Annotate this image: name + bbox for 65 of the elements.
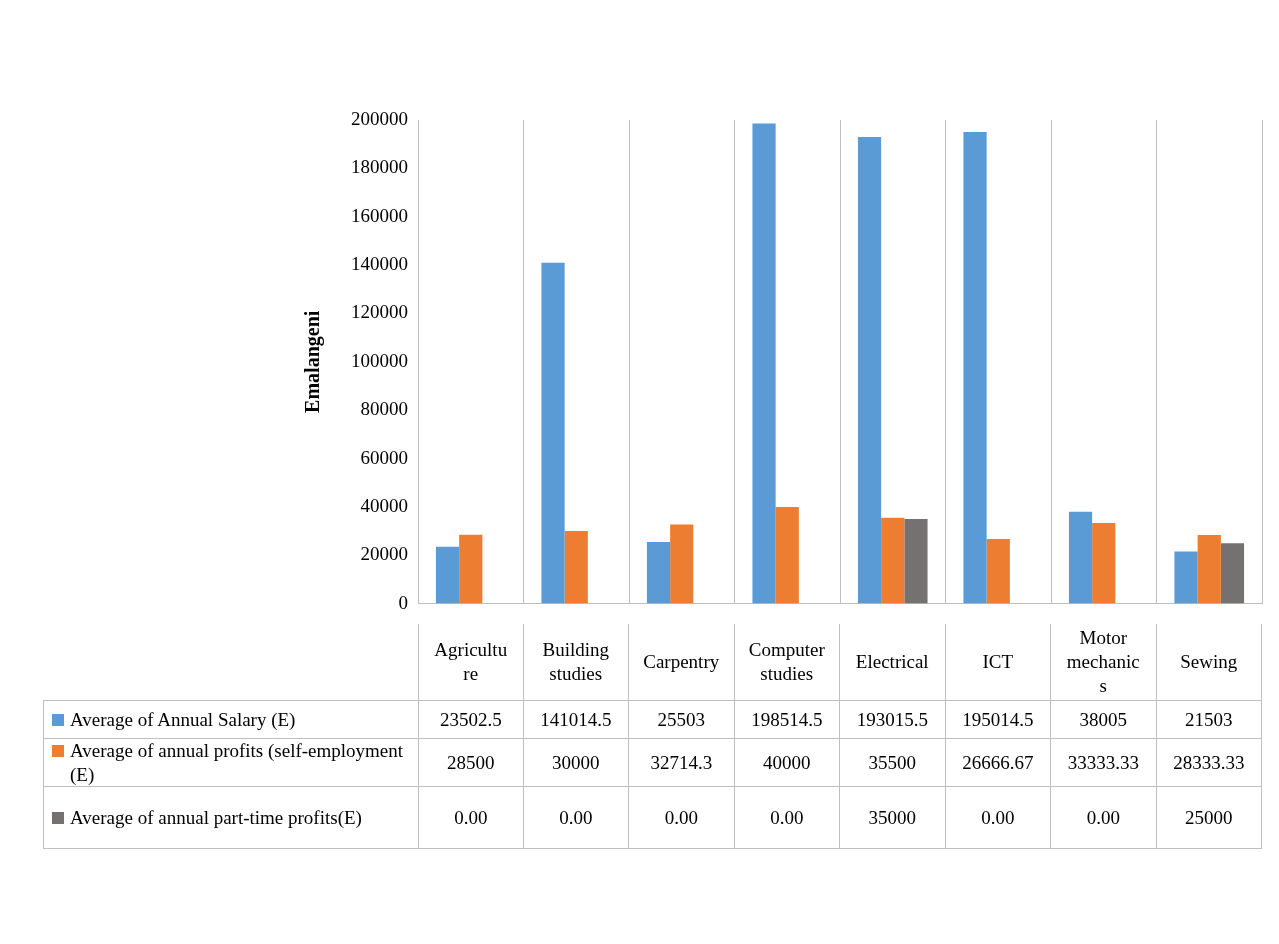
bar [435, 546, 460, 604]
data-label: 30000 [552, 750, 600, 775]
x-tick-label: Motor mechanics [1065, 626, 1141, 698]
data-label: 141014.5 [540, 707, 612, 732]
data-label: 0.00 [454, 805, 488, 830]
y-tick-label: 60000 [360, 446, 408, 468]
bar [963, 132, 987, 604]
bar [857, 136, 882, 604]
bar [752, 123, 776, 604]
y-tick-label: 80000 [360, 398, 408, 420]
y-tick-label: 40000 [360, 494, 408, 516]
data-label: 28500 [447, 750, 495, 775]
y-tick-label: 160000 [351, 204, 408, 226]
legend-label: Average of Annual Salary (E) [70, 707, 296, 732]
bar [881, 517, 905, 604]
x-tick-label: ICT [982, 650, 1014, 674]
bar [775, 506, 799, 604]
y-tick-label: 120000 [351, 301, 408, 323]
bar [1092, 523, 1116, 604]
y-tick-label: 20000 [360, 543, 408, 565]
data-label: 26666.67 [962, 750, 1034, 775]
data-label: 32714.3 [650, 750, 713, 775]
y-tick-label: 180000 [351, 156, 408, 178]
y-axis-title: Emalangeni [301, 310, 325, 413]
data-label: 35000 [868, 805, 916, 830]
data-label: 198514.5 [751, 707, 823, 732]
bar [646, 541, 671, 604]
data-label: 195014.5 [962, 707, 1034, 732]
data-label: 23502.5 [439, 707, 502, 732]
bar [670, 524, 694, 604]
x-tick-label: Agriculture [433, 638, 509, 686]
data-label: 35500 [868, 750, 916, 775]
legend-label: Average of annual part-time profits(E) [70, 805, 362, 830]
bar [1197, 535, 1221, 604]
y-tick-label: 140000 [351, 253, 408, 275]
data-label: 193015.5 [856, 707, 928, 732]
data-label: 38005 [1079, 707, 1127, 732]
x-tick-label: Building studies [541, 638, 610, 686]
legend-label: Average of annual profits (self-employment (E) [70, 738, 405, 787]
data-label: 25503 [657, 707, 705, 732]
data-label: 21503 [1185, 707, 1233, 732]
x-tick-label: Sewing [1180, 650, 1238, 674]
data-label: 40000 [763, 750, 811, 775]
data-label: 33333.33 [1067, 750, 1139, 775]
bar [986, 539, 1010, 604]
x-tick-label: Computer studies [748, 638, 825, 686]
bar [1174, 551, 1198, 604]
y-tick-label: 0 [398, 591, 408, 613]
data-label: 0.00 [981, 805, 1015, 830]
data-label: 28333.33 [1173, 750, 1245, 775]
x-tick-label: Electrical [855, 650, 929, 674]
y-tick-label: 200000 [351, 107, 408, 129]
bar [541, 262, 565, 604]
y-tick-label: 100000 [351, 349, 408, 371]
data-label: 0.00 [664, 805, 698, 830]
x-tick-label: Carpentry [643, 650, 720, 674]
bar [564, 531, 588, 604]
data-label: 25000 [1185, 805, 1233, 830]
bar [459, 534, 483, 604]
bar [1068, 511, 1093, 604]
bar [1220, 543, 1245, 604]
bar [904, 518, 928, 604]
data-label: 0.00 [1086, 805, 1120, 830]
data-label: 0.00 [770, 805, 804, 830]
data-label: 0.00 [559, 805, 593, 830]
